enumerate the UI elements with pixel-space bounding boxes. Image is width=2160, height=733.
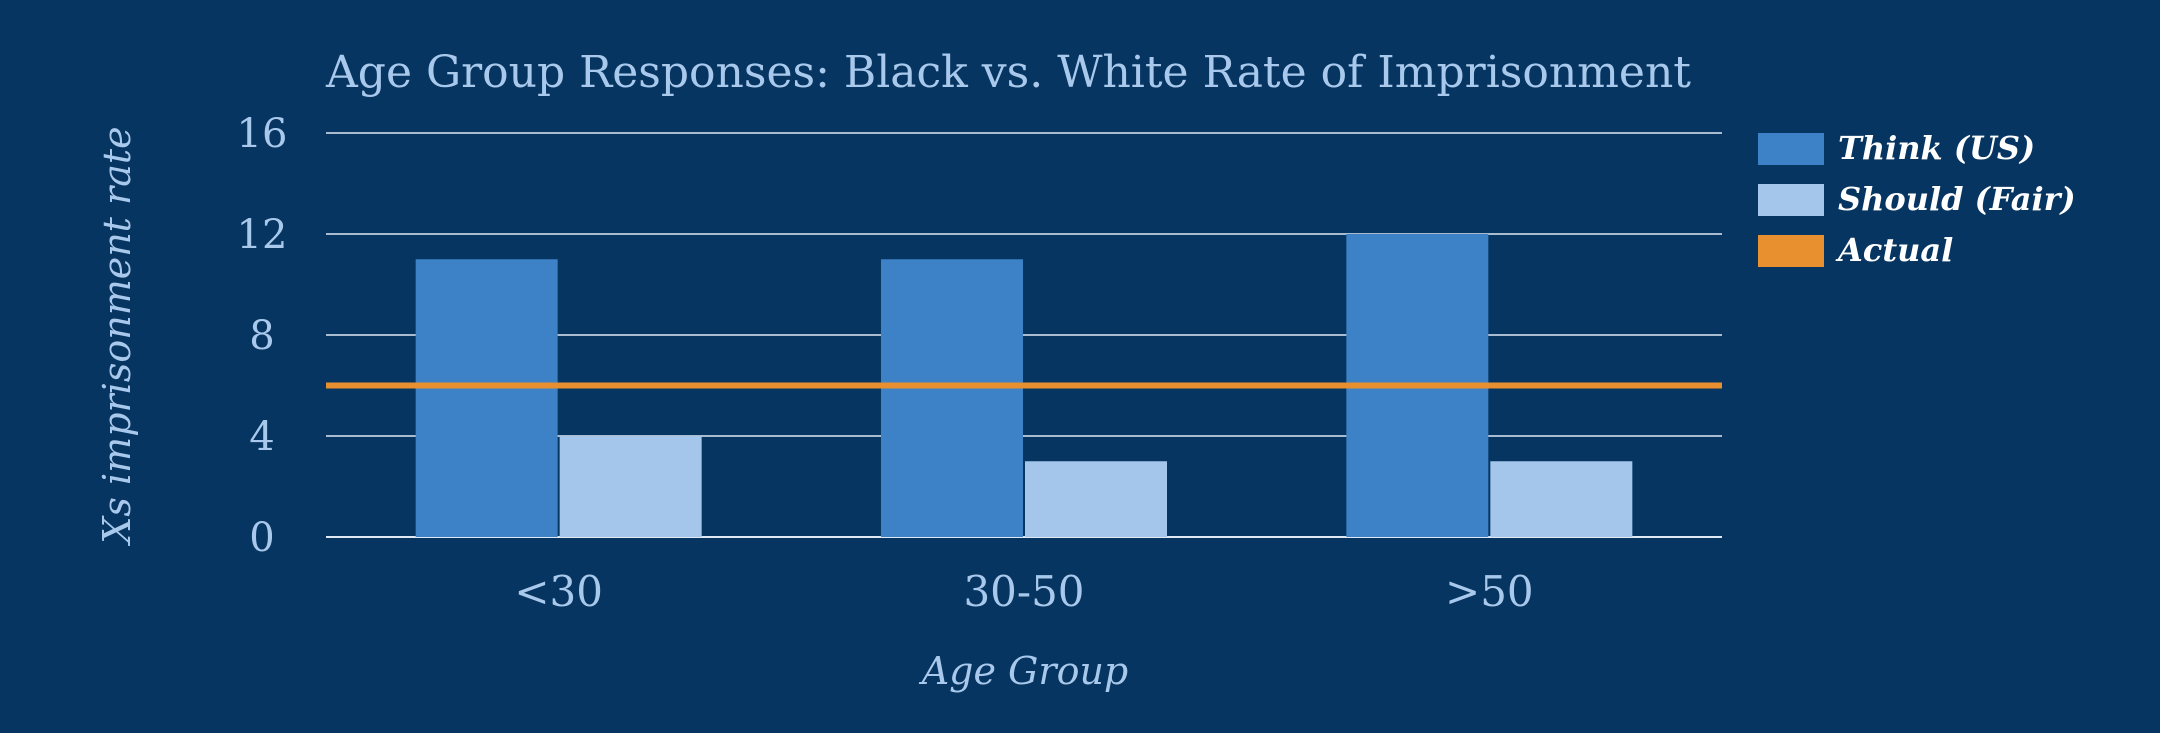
y-tick-label: 4 [249,414,274,460]
legend-label: Think (US) [1838,129,2035,167]
x-tick-label: 30-50 [963,567,1084,616]
x-axis-label: Age Group [919,649,1129,693]
bar [1025,461,1167,537]
legend-swatch [1758,133,1824,165]
y-tick-labels: 0 4 8 12 16 [237,111,288,561]
legend-swatch [1758,235,1824,267]
x-tick-label: <30 [514,567,603,616]
legend-swatch [1758,184,1824,216]
y-tick-label: 12 [237,212,288,258]
legend-label: Actual [1835,231,1953,269]
bar [559,436,702,537]
bar [415,259,558,537]
bar [881,259,1023,537]
y-tick-label: 16 [237,111,288,157]
y-tick-label: 8 [249,313,274,359]
gridlines [326,132,1722,538]
y-tick-label: 0 [249,515,274,561]
legend-label: Should (Fair) [1838,180,2076,218]
legend: Think (US) Should (Fair) Actual [1758,129,2076,269]
chart-title: Age Group Responses: Black vs. White Rat… [325,47,1691,98]
bar [1490,461,1633,537]
y-axis-label: Xs imprisonment rate [95,126,139,546]
x-tick-label: >50 [1445,567,1534,616]
x-tick-labels: <30 30-50 >50 [514,567,1533,616]
